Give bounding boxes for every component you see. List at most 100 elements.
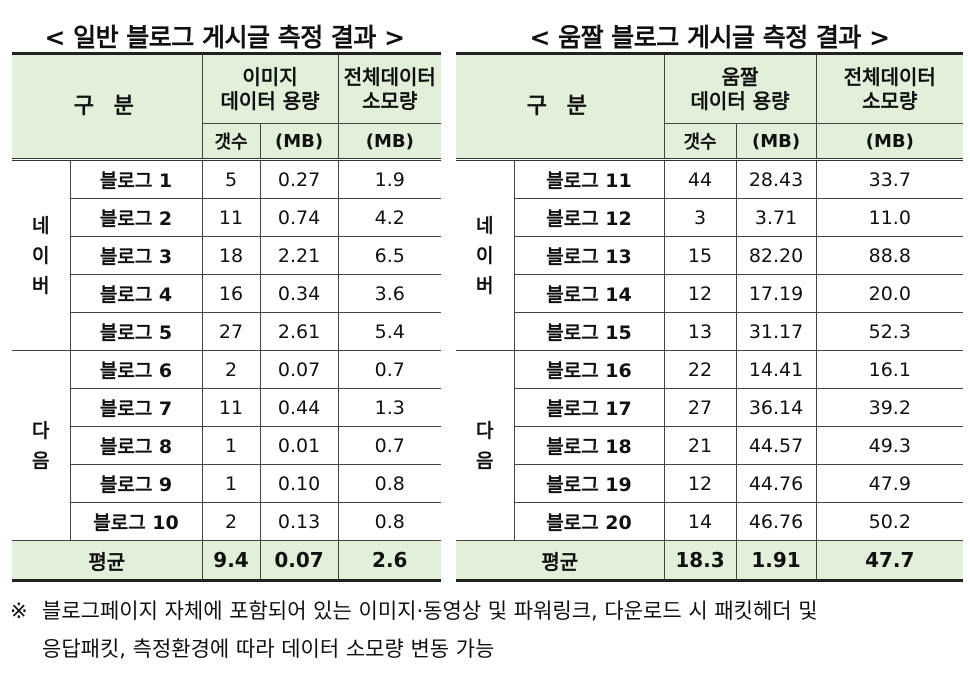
image-mb-cell: 0.27 — [259, 158, 339, 199]
table-row: 블로그 13 15 82.20 88.8 — [456, 236, 964, 275]
count-cell: 2 — [201, 350, 261, 389]
total-mb-cell: 4.2 — [337, 198, 442, 237]
table-row: 다 음 블로그 6 2 0.07 0.7 — [12, 350, 442, 541]
blog-name: 블로그 19 — [514, 464, 665, 503]
header-count: 갯수 — [664, 123, 737, 160]
image-mb-cell: 14.41 — [735, 350, 817, 389]
header-mb-total: (MB) — [815, 123, 964, 160]
blog-name: 블로그 3 — [70, 236, 203, 275]
count-cell: 18 — [201, 236, 261, 275]
count-cell: 12 — [663, 464, 737, 503]
table-row: 블로그 18 21 44.57 49.3 — [456, 426, 964, 465]
total-mb-cell: 0.8 — [337, 464, 442, 503]
image-mb-cell: 2.21 — [259, 236, 339, 275]
count-cell: 44 — [663, 158, 737, 199]
count-cell: 27 — [201, 312, 261, 351]
header-total-data: 전체데이터 소모량 — [815, 53, 964, 124]
count-cell: 3 — [663, 198, 737, 237]
average-count: 18.3 — [663, 540, 737, 581]
note-mark: ※ — [10, 599, 28, 623]
header-total-data-line1: 전체데이터 — [343, 65, 436, 89]
table-row: 블로그 5 27 2.61 5.4 — [12, 312, 442, 351]
image-mb-cell: 0.34 — [259, 274, 339, 313]
note-line-2: 응답패킷, 측정환경에 따라 데이터 소모량 변동 가능 — [42, 637, 495, 661]
average-row: 평균 9.4 0.07 2.6 — [12, 540, 442, 581]
blog-name: 블로그 1 — [69, 158, 203, 199]
average-label: 평균 — [12, 540, 203, 581]
total-mb-cell: 88.8 — [815, 236, 964, 275]
table-row: 블로그 2 11 0.74 4.2 — [12, 198, 442, 237]
count-cell: 1 — [201, 464, 261, 503]
total-mb-cell: 0.7 — [337, 350, 442, 389]
blog-name: 블로그 2 — [70, 198, 203, 237]
average-image-mb: 0.07 — [259, 540, 339, 581]
total-mb-cell: 1.9 — [337, 158, 442, 199]
image-mb-cell: 28.43 — [735, 158, 817, 199]
count-cell: 16 — [201, 274, 261, 313]
count-cell: 12 — [663, 274, 737, 313]
blog-name: 블로그 18 — [514, 426, 665, 465]
blog-name: 블로그 14 — [514, 274, 665, 313]
blog-name: 블로그 16 — [513, 350, 665, 389]
image-mb-cell: 36.14 — [735, 388, 817, 427]
count-cell: 21 — [663, 426, 737, 465]
table-row: 블로그 8 1 0.01 0.7 — [12, 426, 442, 465]
count-cell: 22 — [663, 350, 737, 389]
total-mb-cell: 0.7 — [337, 426, 442, 465]
header-image-data: 이미지 데이터 용량 — [201, 53, 339, 124]
blog-name: 블로그 20 — [514, 502, 665, 541]
table-row: 블로그 14 12 17.19 20.0 — [456, 274, 964, 313]
table-row: 블로그 7 11 0.44 1.3 — [12, 388, 442, 427]
table-row: 블로그 17 27 36.14 39.2 — [456, 388, 964, 427]
header-gubun: 구 분 — [456, 53, 665, 160]
count-cell: 11 — [201, 388, 261, 427]
table-row: 블로그 20 14 46.76 50.2 — [456, 502, 964, 541]
count-cell: 11 — [201, 198, 261, 237]
average-row: 평균 18.3 1.91 47.7 — [456, 540, 964, 581]
average-label: 평균 — [456, 540, 665, 581]
table-row: 블로그 10 2 0.13 0.8 — [12, 502, 442, 541]
image-mb-cell: 82.20 — [735, 236, 817, 275]
header-mb-image: (MB) — [259, 123, 339, 160]
footnote: ※ 블로그페이지 자체에 포함되어 있는 이미지·동영상 및 파워링크, 다운로드… — [10, 592, 965, 668]
gif-blog-table: 구 분 움짤 데이터 용량 전체데이터 소모량 갯수 (MB) (MB) 네 이 버 블로그 11 44… — [456, 52, 964, 582]
count-cell: 5 — [201, 158, 261, 199]
blog-name: 블로그 5 — [70, 312, 203, 351]
total-mb-cell: 16.1 — [815, 350, 964, 389]
header-total-data-line2: 소모량 — [862, 89, 918, 113]
total-mb-cell: 1.3 — [337, 388, 442, 427]
table-row: 블로그 4 16 0.34 3.6 — [12, 274, 442, 313]
total-mb-cell: 0.8 — [337, 502, 442, 541]
right-table-title: < 움짤 블로그 게시글 측정 결과 > — [529, 23, 890, 52]
count-cell: 2 — [201, 502, 261, 541]
header-total-data: 전체데이터 소모량 — [337, 53, 442, 124]
count-cell: 13 — [663, 312, 737, 351]
image-mb-cell: 46.76 — [735, 502, 817, 541]
count-cell: 15 — [663, 236, 737, 275]
header-image-data-line2: 데이터 용량 — [220, 89, 320, 113]
left-table-title: < 일반 블로그 게시글 측정 결과 > — [44, 23, 405, 52]
average-total-mb: 47.7 — [815, 540, 964, 581]
image-mb-cell: 17.19 — [735, 274, 817, 313]
table-row: 블로그 19 12 44.76 47.9 — [456, 464, 964, 503]
image-mb-cell: 0.74 — [259, 198, 339, 237]
table-row: 다 음 블로그 16 22 14.41 16.1 — [456, 350, 964, 541]
blog-name: 블로그 9 — [70, 464, 203, 503]
average-image-mb: 1.91 — [735, 540, 817, 581]
total-mb-cell: 6.5 — [337, 236, 442, 275]
header-mb-total: (MB) — [337, 123, 442, 160]
header-image-data-line2: 데이터 용량 — [690, 89, 790, 113]
image-mb-cell: 0.07 — [259, 350, 339, 389]
blog-name: 블로그 10 — [70, 502, 203, 541]
table-row: 블로그 3 18 2.21 6.5 — [12, 236, 442, 275]
blog-name: 블로그 11 — [513, 158, 665, 199]
total-mb-cell: 39.2 — [815, 388, 964, 427]
header-image-data-line1: 움짤 — [721, 65, 759, 89]
table-row: 네 이 버 블로그 1 5 0.27 1.9 — [12, 158, 442, 351]
header-gubun: 구 분 — [12, 53, 203, 160]
